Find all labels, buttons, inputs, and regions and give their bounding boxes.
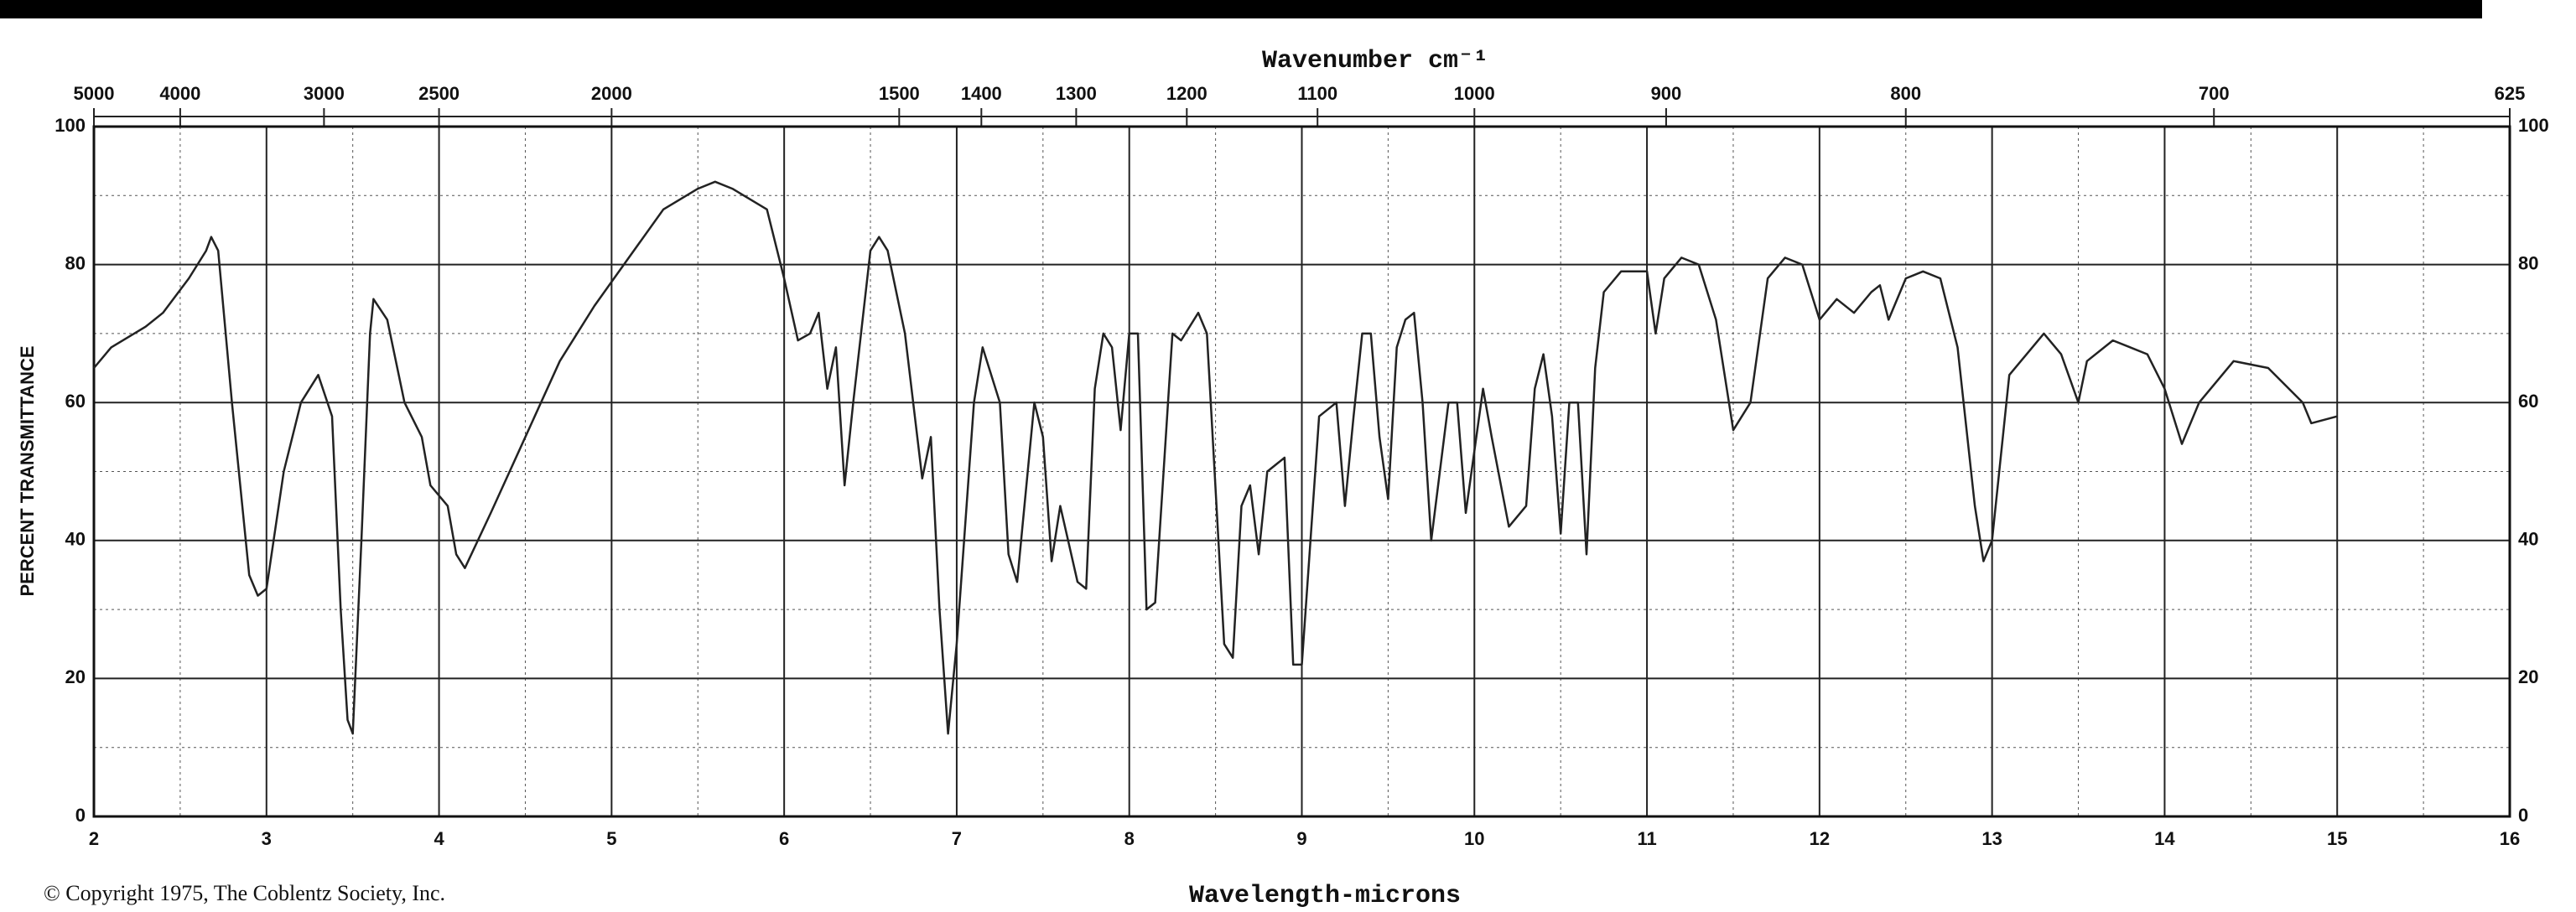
x-tick-label: 12 bbox=[1810, 828, 1830, 849]
x2-tick-label: 900 bbox=[1651, 83, 1682, 104]
x-tick-label: 4 bbox=[434, 828, 444, 849]
x-tick-label: 6 bbox=[779, 828, 789, 849]
x-tick-label: 7 bbox=[952, 828, 962, 849]
x2-tick-label: 4000 bbox=[159, 83, 200, 104]
copyright: © Copyright 1975, The Coblentz Society, … bbox=[44, 881, 445, 905]
x-tick-label: 10 bbox=[1464, 828, 1484, 849]
spectrum-line bbox=[93, 180, 2338, 735]
top-bar bbox=[0, 0, 2482, 18]
x2-tick-label: 1500 bbox=[879, 83, 920, 104]
x-axis-label: Wavelength-microns bbox=[1189, 882, 1461, 910]
x2-tick-label: 1200 bbox=[1166, 83, 1208, 104]
y-tick-label-right: 0 bbox=[2518, 805, 2528, 826]
x-tick-label: 2 bbox=[89, 828, 99, 849]
y-tick-label: 40 bbox=[65, 529, 86, 550]
x-tick-label: 14 bbox=[2154, 828, 2175, 849]
x2-tick-label: 700 bbox=[2199, 83, 2230, 104]
y-tick-label-right: 40 bbox=[2518, 529, 2538, 550]
y-tick-label: 60 bbox=[65, 391, 86, 412]
x2-tick-label: 1300 bbox=[1056, 83, 1097, 104]
x-tick-label: 11 bbox=[1637, 828, 1656, 849]
y-tick-label: 0 bbox=[75, 805, 86, 826]
y-tick-label: 80 bbox=[65, 252, 86, 273]
x-tick-label: 15 bbox=[2327, 828, 2347, 849]
x2-tick-label: 3000 bbox=[304, 83, 345, 104]
x2-tick-label: 2500 bbox=[418, 83, 460, 104]
y-tick-label-right: 60 bbox=[2518, 391, 2538, 412]
chart-title: Wavenumber cm⁻¹ bbox=[1262, 47, 1488, 75]
y-tick-label: 100 bbox=[55, 115, 86, 136]
x-tick-label: 9 bbox=[1296, 828, 1306, 849]
x2-tick-label: 5000 bbox=[74, 83, 115, 104]
x2-tick-label: 625 bbox=[2495, 83, 2526, 104]
x-tick-label: 3 bbox=[262, 828, 272, 849]
y-tick-label: 20 bbox=[65, 666, 86, 687]
plot-frame bbox=[92, 125, 2511, 818]
x-tick-label: 5 bbox=[606, 828, 616, 849]
x-tick-label: 8 bbox=[1124, 828, 1135, 849]
x2-tick-label: 2000 bbox=[591, 83, 632, 104]
x-tick-label: 13 bbox=[1981, 828, 2002, 849]
x2-tick-label: 1000 bbox=[1454, 83, 1495, 104]
x2-tick-label: 1100 bbox=[1297, 83, 1337, 104]
y-tick-label-right: 20 bbox=[2518, 666, 2538, 687]
x2-tick-label: 800 bbox=[1890, 83, 1921, 104]
y-tick-label-right: 80 bbox=[2518, 252, 2538, 273]
x-tick-label: 16 bbox=[2500, 828, 2520, 849]
x2-tick-label: 1400 bbox=[961, 83, 1002, 104]
y-axis-label: PERCENT TRANSMITTANCE bbox=[17, 345, 38, 596]
y-tick-label-right: 100 bbox=[2518, 115, 2549, 136]
